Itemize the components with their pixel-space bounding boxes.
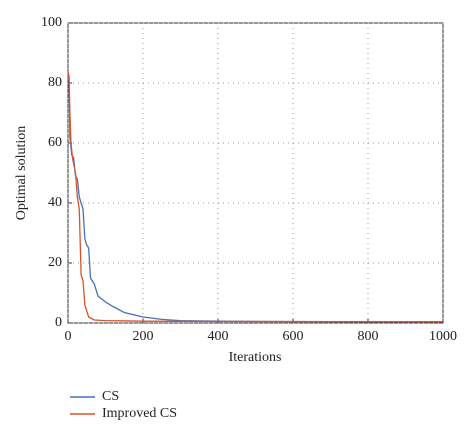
x-tick-label: 400 [208,329,229,344]
plot-frame [67,22,444,324]
y-tick-label: 100 [41,15,62,30]
y-tick-label: 0 [55,315,62,330]
y-axis-label: Optimal solution [14,126,29,221]
y-tick-label: 60 [48,135,62,150]
legend-label: CS [102,389,119,404]
x-tick-label: 1000 [429,329,457,344]
x-axis-label: Iterations [229,350,282,365]
y-tick-label: 80 [48,75,62,90]
x-tick-label: 0 [65,329,72,344]
x-tick-label: 200 [133,329,154,344]
x-tick-label: 800 [358,329,379,344]
y-tick-label: 20 [48,255,62,270]
series-line [67,73,443,323]
y-tick-label: 40 [48,195,62,210]
legend-label: Improved CS [102,406,177,421]
series-line [67,70,444,323]
x-tick-label: 600 [283,329,304,344]
